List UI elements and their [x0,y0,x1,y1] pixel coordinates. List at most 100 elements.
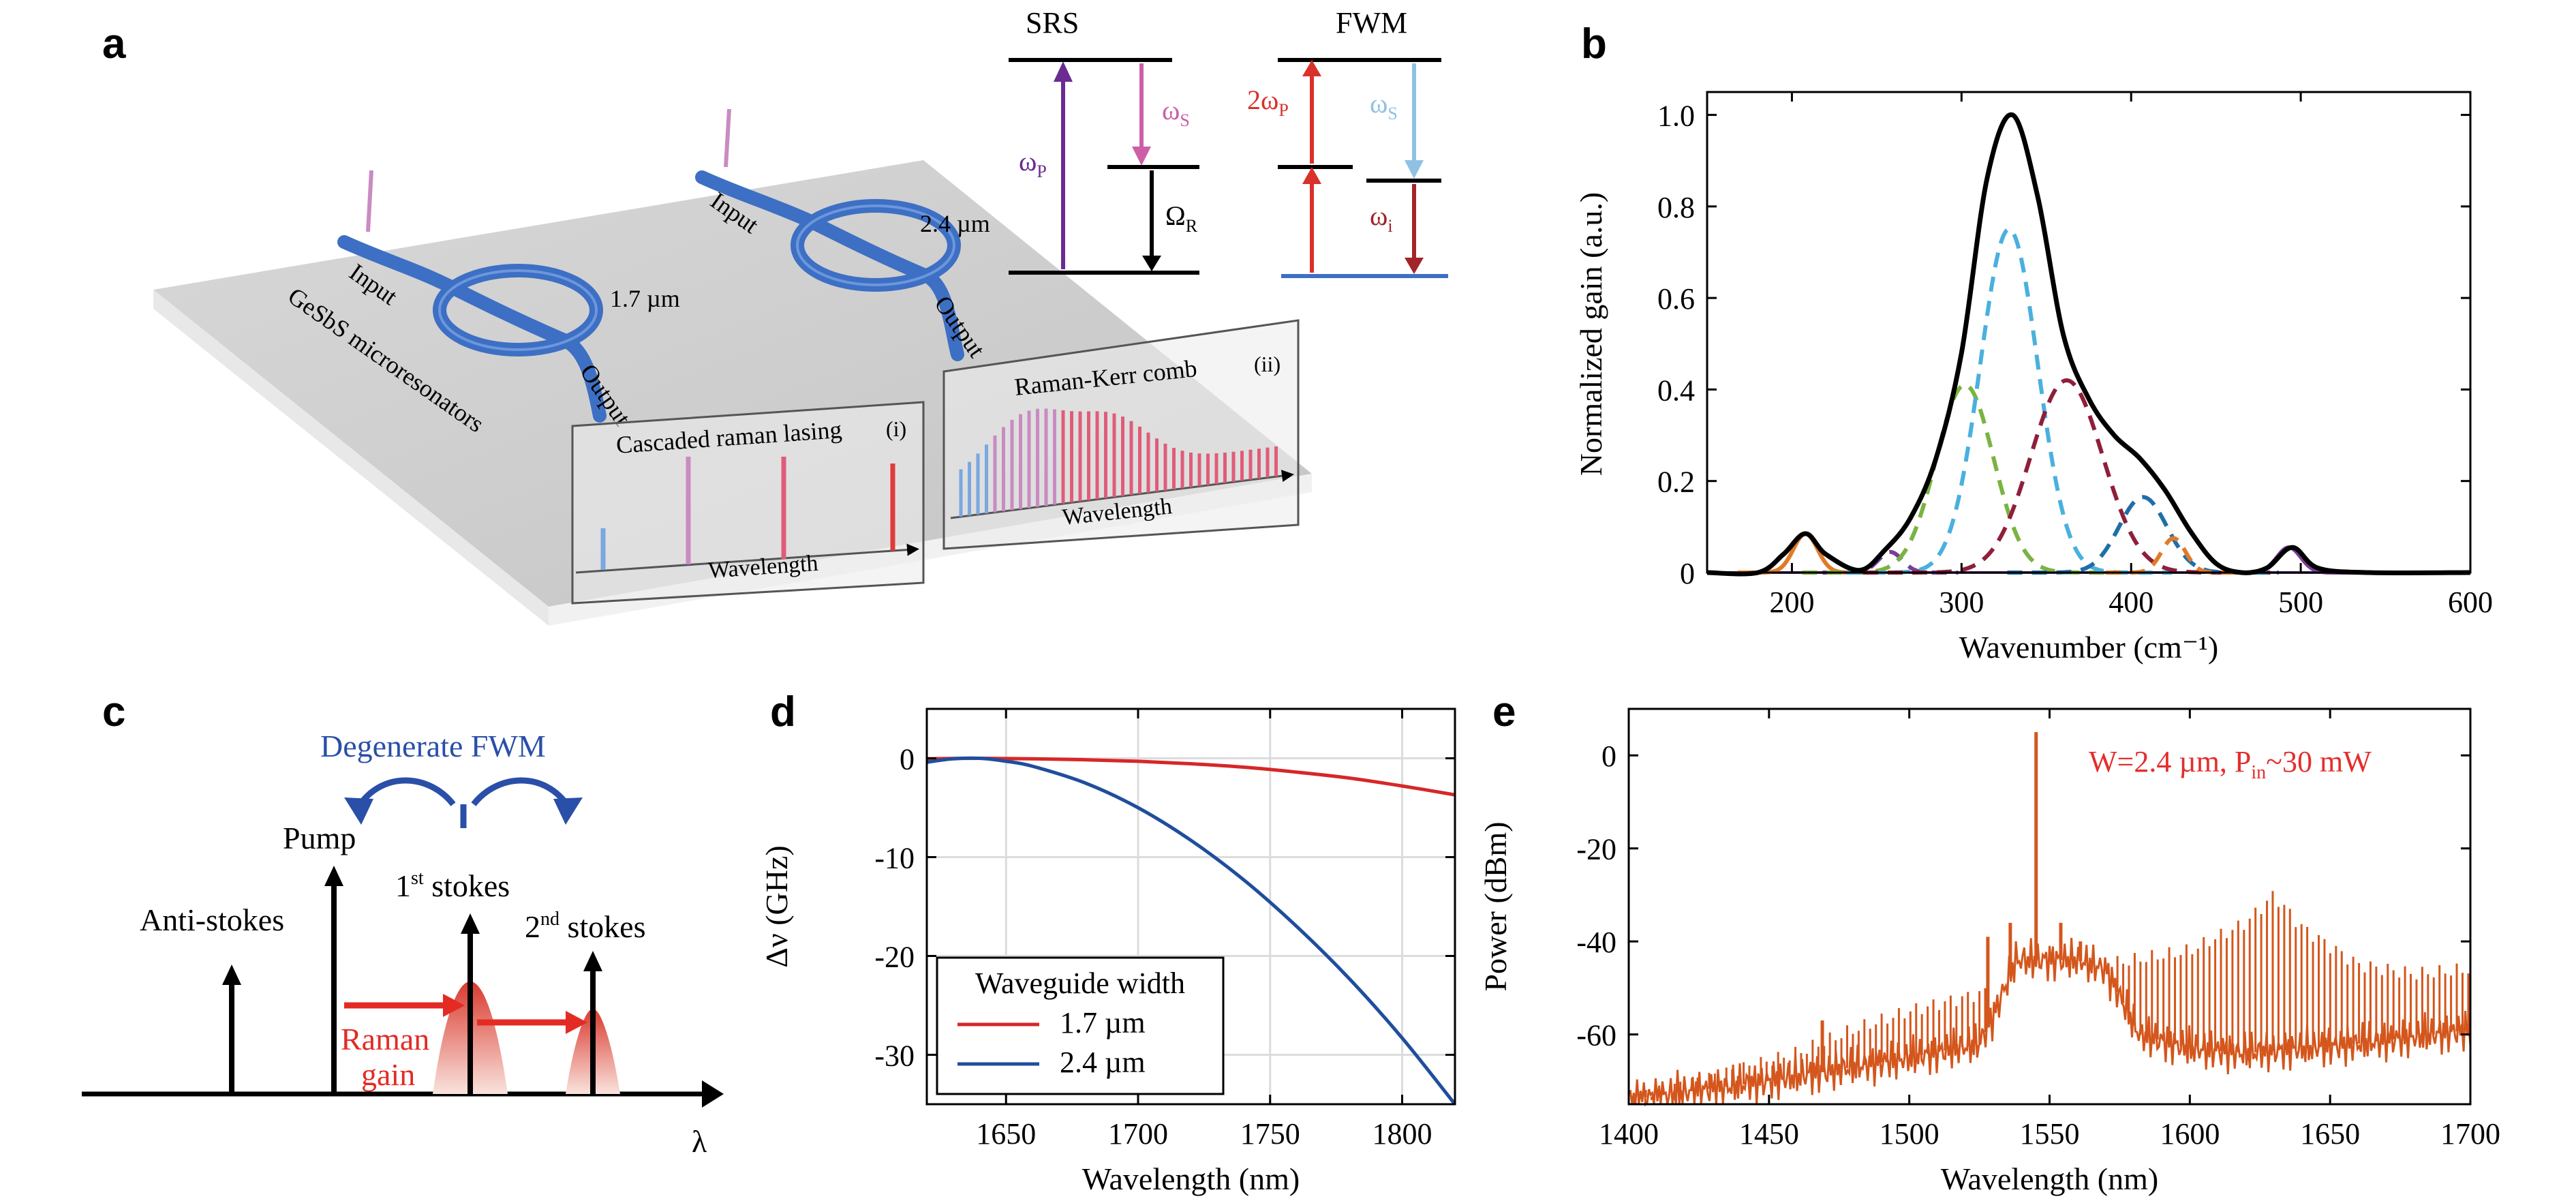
fwm-right-arc [471,777,572,810]
inset-box-cascaded: Cascaded raman lasing (i) Wavelength [571,401,925,605]
annotation-end: ~30 mW [2266,745,2372,778]
panel-d: d 1650 1700 1750 1800 0 -10 -20 -30 Wavelength (… [759,688,1456,1196]
anti-stokes-label: Anti-stokes [140,902,284,937]
srs-wp-label: ωP [1019,146,1047,181]
y-tick-label: 0 [1601,740,1616,773]
y-tick-label: -60 [1576,1019,1616,1052]
panel-e: e 1400 1450 1500 1550 1600 1650 1700 0 -20 -40 -60… [1478,688,2500,1196]
panel-c: c Degenerate FWM λ [82,688,724,1159]
y-tick-label: 0.6 [1657,282,1695,316]
total-gain-line [1706,112,2471,577]
raman-gain-label-1: Raman [341,1022,429,1056]
spectrum-annotation: W=2.4 µm, Pin~30 mW [2089,745,2372,783]
x-axis-label: Wavelength (nm) [1082,1161,1300,1196]
x-tick-label: 1600 [2160,1117,2220,1151]
fwm-schematic-title: Degenerate FWM [320,729,546,763]
gain-component-302 [1802,382,2128,575]
anti-stokes-line [222,964,241,1094]
plot-frame [925,708,1456,1106]
legend-title: Waveguide width [975,967,1185,1000]
panel-letter-a: a [102,20,126,67]
second-stokes-label: 2nd stokes [525,909,646,944]
x-axis-label: Wavelength (nm) [1941,1161,2158,1196]
chart-comb-spectrum: 1400 1450 1500 1550 1600 1650 1700 0 -20 -40 -60 Wa… [1478,708,2500,1196]
fwm-left-arc [355,777,456,810]
gain-component-493 [2221,545,2357,575]
srs-diagram: SRS ωP ωS ΩR [1009,6,1199,275]
panel-letter-b: b [1581,20,1607,67]
x-tick-label: 1750 [1240,1117,1300,1151]
srs-ws-label: ωS [1162,95,1190,130]
ring1-width-label: 1.7 µm [610,285,680,312]
chart-raman-gain: 200 300 400 500 600 0 0.2 0.4 0.6 0.8 1.0 Wavenumbe… [1574,91,2493,665]
y-tick-label: -20 [874,941,915,974]
y-tick-label: 0.4 [1657,374,1695,407]
srs-title: SRS [1026,6,1079,40]
second-stokes-line [583,951,602,1094]
inset2-tag: (ii) [1254,352,1281,376]
x-tick-label: 1700 [2440,1117,2500,1151]
y-axis-label: Power (dBm) [1478,821,1513,991]
ring2-width-label: 2.4 µm [920,210,990,237]
x-tick-label: 1650 [976,1117,1036,1151]
x-tick-label: 400 [2109,586,2153,619]
x-tick-label: 1700 [1108,1117,1168,1151]
y-tick-label: -10 [874,842,915,875]
x-tick-label: 600 [2448,586,2493,619]
fwm-wi-label: ωi [1370,200,1393,236]
x-tick-label: 1500 [1880,1117,1939,1151]
y-tick-label: 0.8 [1657,191,1695,224]
x-tick-label: 1400 [1599,1117,1659,1151]
gain-component-362 [1862,378,2271,575]
x-tick-label: 1550 [2020,1117,2080,1151]
annotation-sub: in [2251,762,2266,783]
gain-component-425 [2105,536,2241,575]
annotation-main: W=2.4 µm, P [2089,745,2251,778]
panel-letter-c: c [102,688,125,735]
spectrum-floor [1628,937,2472,1107]
inset1-tag: (i) [886,416,906,441]
fwm-diagram: FWM 2ωP ωS ωi [1247,6,1448,278]
gain-component-208 [1737,531,1873,575]
first-stokes-line [461,913,480,1094]
y-tick-label: 1.0 [1657,100,1695,133]
y-tick-label: -20 [1576,833,1616,866]
pump-label: Pump [283,821,356,855]
y-tick-label: 0 [1680,557,1695,590]
plot-frame [1706,91,2472,574]
fwm-ws-label: ωS [1370,88,1398,123]
first-stokes-label: 1st stokes [395,868,510,903]
gain-component-258 [1822,549,1959,575]
legend-label: 1.7 µm [1060,1006,1146,1039]
fwm-title: FWM [1336,6,1407,40]
y-tick-label: 0 [900,743,915,776]
y-tick-label: -30 [874,1039,915,1073]
x-tick-label: 500 [2278,586,2323,619]
y-axis-label: Δν (GHz) [759,845,794,967]
inset-box-comb: Raman-Kerr comb (ii) Wavelength [942,319,1300,550]
x-tick-label: 300 [1939,586,1984,619]
gain-component-407 [2007,495,2279,575]
panel-a: a Input Output 1.7 µm Input Output 2.4 µ… [102,6,1448,626]
x-axis-label: Wavenumber (cm⁻¹) [1959,630,2219,665]
series-1.7 µm [926,756,1456,797]
x-tick-label: 1650 [2300,1117,2360,1151]
y-tick-label: 0.2 [1657,466,1695,499]
series-2.4 µm [926,756,1456,1106]
x-tick-label: 1450 [1739,1117,1799,1151]
legend-label: 2.4 µm [1060,1046,1146,1079]
y-tick-label: -40 [1576,926,1616,959]
y-axis-label: Normalized gain (a.u.) [1574,192,1608,476]
x-tick-label: 200 [1769,586,1814,619]
pump-line [324,866,343,1094]
x-tick-label: 1800 [1373,1117,1432,1151]
panel-letter-d: d [770,688,796,735]
raman-gain-label-2: gain [361,1057,415,1092]
lambda-label: λ [692,1124,707,1159]
fwm-2wp-label: 2ωP [1247,85,1289,120]
chart-dispersion: 1650 1700 1750 1800 0 -10 -20 -30 Wavelength (nm… [759,708,1456,1196]
panel-letter-e: e [1492,688,1516,735]
inset2-comb-lines [959,408,1278,517]
srs-omegar-label: ΩR [1165,200,1198,236]
